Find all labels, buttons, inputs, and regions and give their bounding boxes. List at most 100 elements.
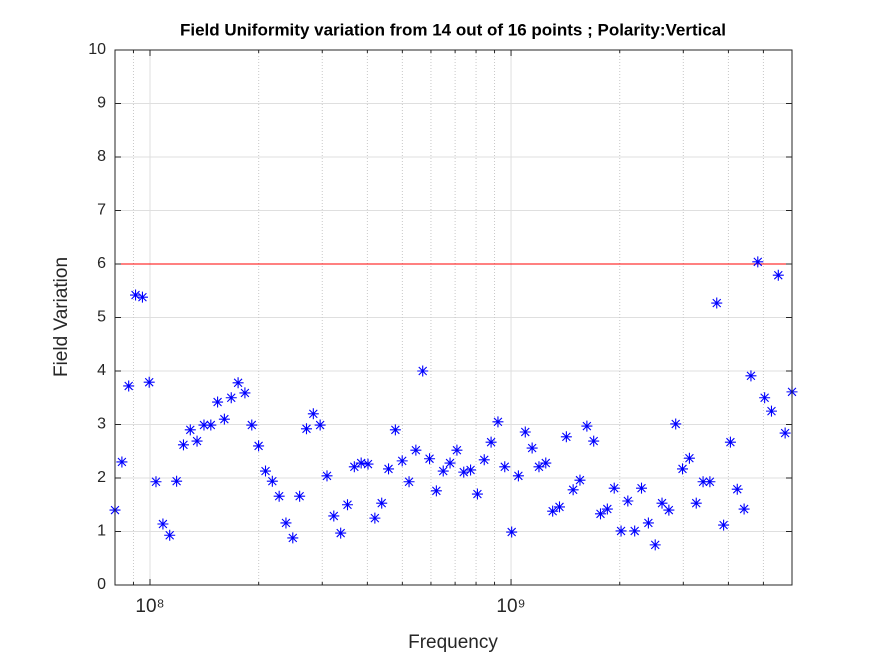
point [430, 485, 442, 497]
y-axis-label: Field Variation [51, 257, 72, 377]
point [670, 418, 682, 430]
point [581, 420, 593, 432]
point [765, 405, 777, 417]
point [759, 392, 771, 404]
x-tick-label: 10⁸ [135, 596, 164, 617]
point [424, 453, 436, 465]
y-tick-label: 7 [97, 202, 106, 219]
point [260, 465, 272, 477]
point [574, 474, 586, 486]
y-tick-label: 8 [97, 148, 106, 165]
point [321, 470, 333, 482]
point [636, 482, 648, 494]
point [608, 482, 620, 494]
point [116, 456, 128, 468]
point [779, 427, 791, 439]
point [642, 517, 654, 529]
point [711, 297, 723, 309]
ticks: 0 1 2 3 4 5 6 7 8 9 10 10⁸ 10⁹ [88, 41, 792, 617]
point [704, 476, 716, 488]
point [369, 512, 381, 524]
point [177, 439, 189, 451]
point [485, 436, 497, 448]
point [362, 458, 374, 470]
point [212, 396, 224, 408]
point [136, 291, 148, 303]
point [437, 465, 449, 477]
point [458, 466, 470, 478]
point [171, 475, 183, 487]
point [718, 519, 730, 531]
point [273, 490, 285, 502]
y-tick-label: 1 [97, 523, 106, 540]
point [772, 269, 784, 281]
point [526, 442, 538, 454]
point [451, 444, 463, 456]
point [184, 424, 196, 436]
point [663, 504, 675, 516]
point [294, 490, 306, 502]
y-tick-label: 2 [97, 469, 106, 486]
point [280, 517, 292, 529]
point [403, 476, 415, 488]
point [752, 256, 764, 268]
point [143, 376, 155, 388]
point [417, 365, 429, 377]
point [307, 408, 319, 420]
point [724, 436, 736, 448]
point [745, 370, 757, 382]
point [444, 457, 456, 469]
point [594, 508, 606, 520]
y-tick-label: 9 [97, 95, 106, 112]
point [547, 505, 559, 517]
chart-title: Field Uniformity variation from 14 out o… [180, 20, 726, 39]
point [683, 452, 695, 464]
point [123, 380, 135, 392]
point [164, 529, 176, 541]
point [218, 413, 230, 425]
point [342, 499, 353, 511]
y-tick-label: 4 [97, 362, 106, 379]
point [130, 289, 142, 301]
point [478, 454, 490, 466]
point [465, 464, 477, 476]
marks [109, 256, 798, 551]
point [553, 501, 565, 513]
point [615, 525, 627, 537]
point [389, 424, 401, 436]
point [738, 503, 750, 515]
point [396, 455, 408, 467]
point [376, 497, 388, 509]
point [471, 488, 483, 500]
point [314, 419, 326, 431]
point [601, 503, 613, 515]
y-tick-label: 3 [97, 416, 106, 433]
point [690, 497, 702, 509]
point [355, 457, 367, 469]
point [588, 435, 600, 447]
point [697, 476, 709, 488]
point [225, 392, 237, 404]
point [512, 470, 524, 482]
point [232, 377, 244, 389]
point [560, 431, 572, 443]
point [348, 461, 360, 473]
point [191, 435, 203, 447]
point [410, 444, 422, 456]
point [287, 532, 299, 544]
point [335, 527, 347, 539]
point [383, 463, 395, 475]
point [239, 387, 251, 399]
y-tick-label: 6 [97, 255, 106, 272]
point [198, 419, 210, 431]
point [328, 510, 340, 522]
point [629, 525, 641, 537]
point [540, 457, 552, 469]
point [205, 419, 217, 431]
point [246, 419, 258, 431]
point [157, 518, 169, 530]
y-tick-label: 0 [97, 576, 106, 593]
point [533, 461, 545, 473]
point [519, 426, 531, 438]
